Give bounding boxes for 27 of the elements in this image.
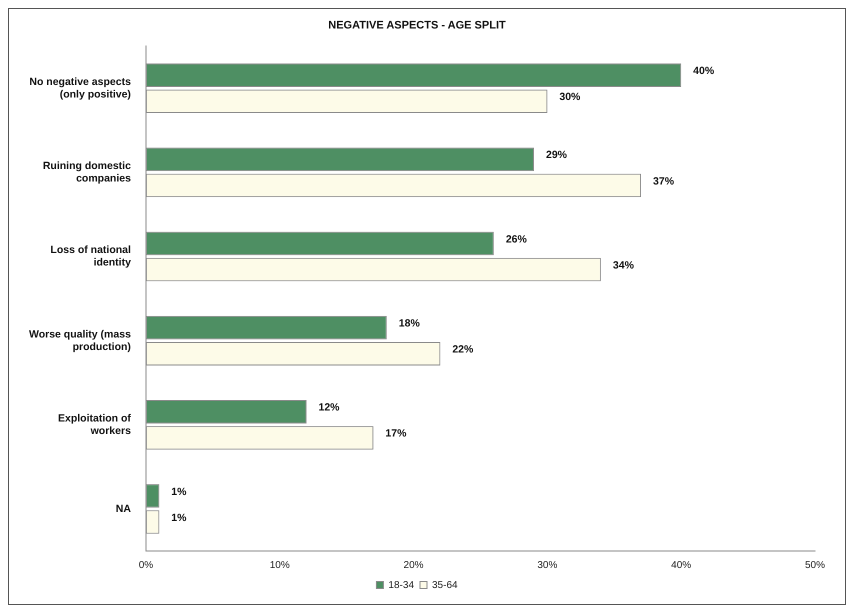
data-label: 12% bbox=[318, 402, 340, 414]
data-label: 1% bbox=[171, 486, 188, 498]
y-tick-label: NA bbox=[116, 502, 132, 515]
legend-label: 18-34 bbox=[388, 580, 414, 591]
data-label: 22% bbox=[452, 344, 474, 356]
x-tick-label: 20% bbox=[404, 560, 424, 571]
legend-label: 35-64 bbox=[432, 580, 458, 591]
data-label: 40% bbox=[693, 65, 715, 78]
y-tick-label: Worse quality (mass production) bbox=[28, 328, 132, 353]
y-tick-label: Ruining domestic companies bbox=[42, 160, 132, 185]
x-tick-label: 0% bbox=[138, 560, 154, 571]
data-label: 34% bbox=[612, 259, 635, 272]
y-tick-label: Loss of national identity bbox=[50, 244, 132, 269]
data-label: 17% bbox=[385, 428, 408, 440]
data-label: 26% bbox=[506, 233, 528, 246]
x-tick-label: 10% bbox=[270, 560, 290, 571]
data-label: 18% bbox=[398, 318, 420, 330]
y-tick-label: Exploitation of workers bbox=[58, 412, 132, 437]
data-label: 29% bbox=[546, 149, 568, 162]
x-tick-label: 30% bbox=[537, 560, 558, 571]
data-label: 30% bbox=[559, 91, 582, 104]
chart-title: NEGATIVE ASPECTS - AGE SPLIT bbox=[328, 20, 506, 32]
y-tick-label: No negative aspects (only positive) bbox=[29, 76, 132, 100]
data-label: 37% bbox=[653, 175, 675, 188]
data-label: 1% bbox=[171, 512, 188, 524]
x-tick-label: 40% bbox=[671, 560, 692, 571]
x-tick-label: 50% bbox=[804, 560, 826, 571]
